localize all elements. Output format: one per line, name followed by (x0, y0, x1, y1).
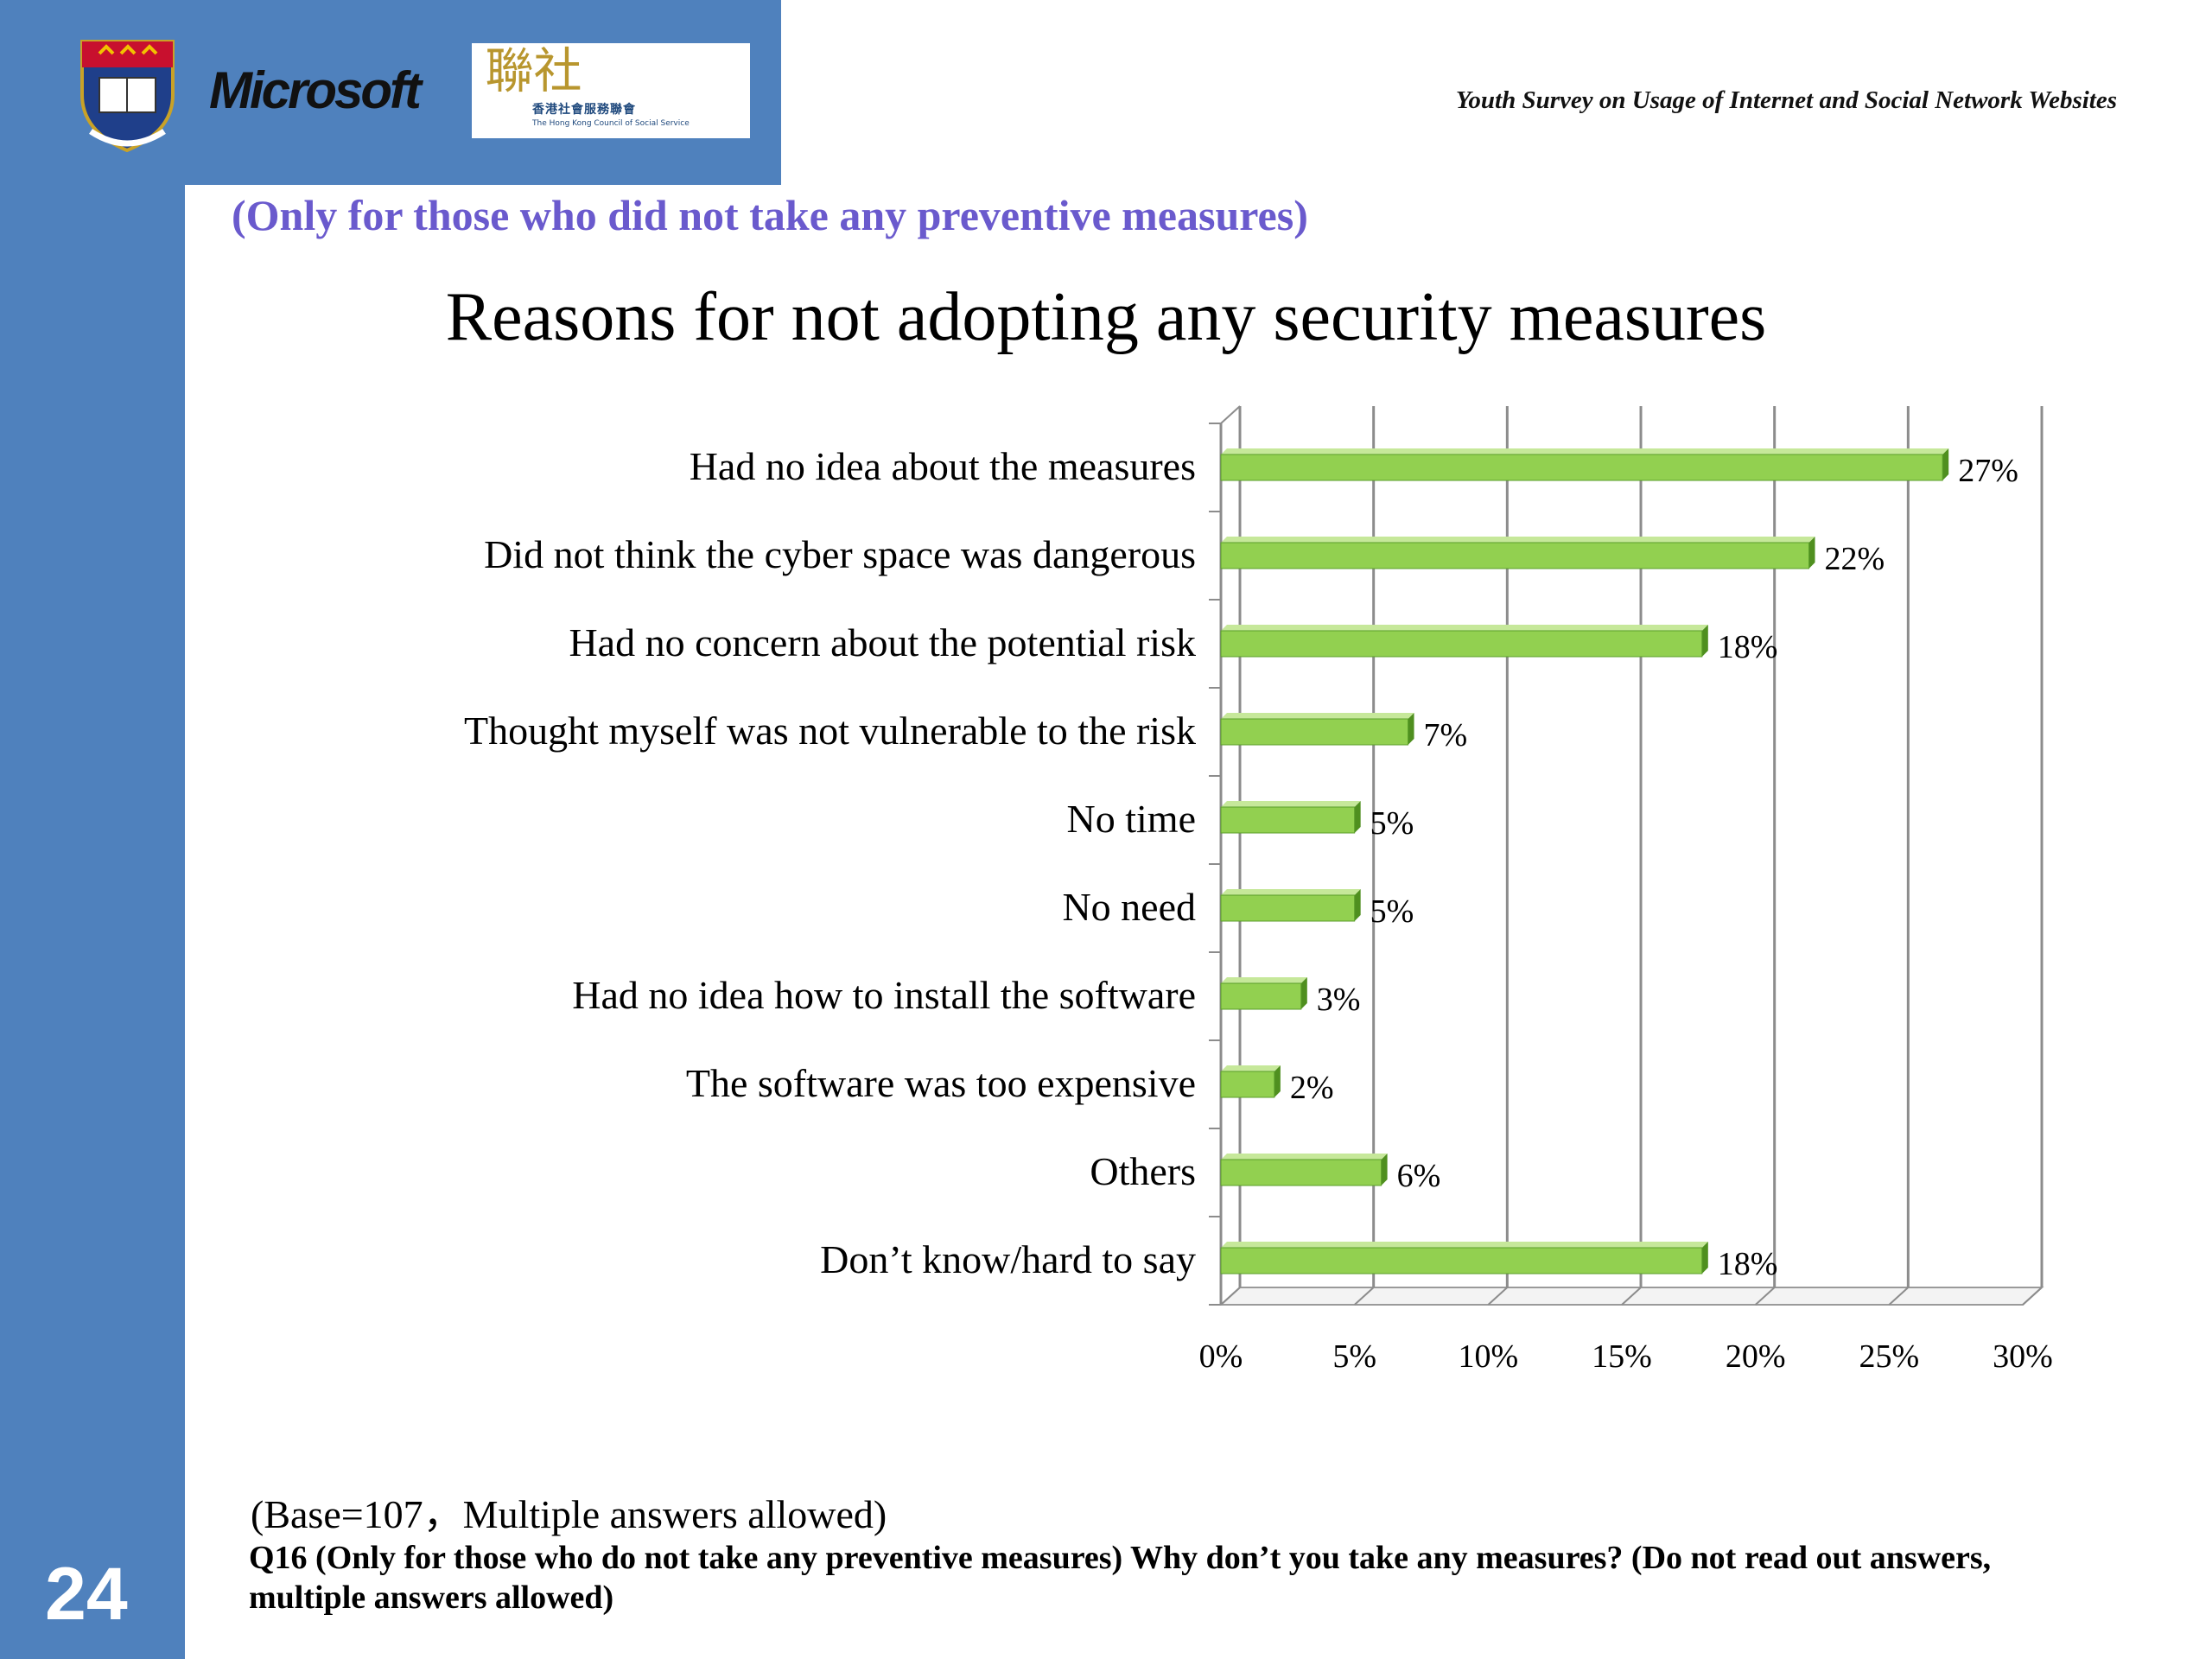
category-label: Don’t know/hard to say (820, 1237, 1196, 1281)
page-number: 24 (45, 1553, 128, 1636)
bar-side (1942, 448, 1949, 480)
bar-top (1221, 801, 1361, 807)
bar (1220, 1071, 1275, 1098)
hkcss-name-en: The Hong Kong Council of Social Service (532, 119, 690, 128)
bar (1220, 982, 1302, 1010)
category-label: Had no idea how to install the software (572, 973, 1196, 1017)
bar-side (1354, 801, 1361, 833)
sidebar-band (0, 0, 185, 1659)
bar-value-label: 6% (1397, 1158, 1441, 1194)
floor-grid-segment (1220, 1287, 1241, 1306)
category-label: The software was too expensive (686, 1061, 1196, 1105)
hkcss-name-zh: 香港社會服務聯會 (532, 103, 636, 117)
bar-side (1808, 537, 1815, 569)
chart-title: Reasons for not adopting any security me… (445, 279, 1767, 355)
bar-value-label: 18% (1718, 629, 1778, 665)
bar-value-label: 5% (1370, 805, 1414, 842)
bar-value-label: 3% (1317, 982, 1361, 1018)
bar-value-label: 2% (1290, 1070, 1334, 1106)
bar-top (1221, 1242, 1708, 1248)
hkcss-glyph: 社聯 (477, 45, 582, 93)
category-label: Thought myself was not vulnerable to the… (464, 709, 1196, 753)
x-tick-label: 15% (1592, 1338, 1652, 1375)
category-label: No need (1062, 885, 1196, 929)
bar-value-label: 22% (1825, 541, 1885, 577)
bar (1220, 1247, 1703, 1274)
x-tick-label: 0% (1199, 1338, 1243, 1375)
floor-grid-segment (1888, 1287, 1910, 1306)
bar-side (1701, 625, 1708, 657)
bar-top (1221, 625, 1708, 631)
bar-top (1221, 977, 1307, 983)
y-axis-top-edge (1220, 405, 1241, 424)
category-label: Had no concern about the potential risk (569, 620, 1196, 664)
bar (1220, 894, 1356, 922)
x-tick-label: 5% (1332, 1338, 1376, 1375)
bar-top (1221, 448, 1949, 454)
bar-top (1221, 1154, 1388, 1160)
hku-crest-logo (80, 40, 175, 153)
base-note: (Base=107，Multiple answers allowed) (251, 1492, 887, 1536)
bar (1220, 454, 1943, 481)
content-panel (185, 185, 2212, 1659)
hkcss-logo: 社聯 香港社會服務聯會 The Hong Kong Council of Soc… (472, 43, 750, 138)
bar-top (1221, 889, 1361, 895)
floor-grid-segment (1487, 1287, 1509, 1306)
bar-value-label: 18% (1718, 1246, 1778, 1282)
bar-side (1300, 977, 1307, 1009)
bar (1220, 630, 1703, 658)
bar-value-label: 27% (1958, 453, 2018, 489)
question-note: Q16 (Only for those who do not take any … (249, 1540, 1992, 1616)
survey-title: Youth Survey on Usage of Internet and So… (1455, 86, 2117, 114)
bar-value-label: 7% (1424, 717, 1468, 753)
category-label: Had no idea about the measures (690, 444, 1196, 488)
category-label: No time (1067, 797, 1196, 841)
bar-side (1381, 1154, 1388, 1185)
bar (1220, 1159, 1382, 1186)
floor-grid-segment (2022, 1287, 2043, 1306)
x-tick-label: 10% (1459, 1338, 1519, 1375)
filter-note: (Only for those who did not take any pre… (232, 191, 1308, 239)
bar-side (1701, 1242, 1708, 1274)
bar-top (1221, 713, 1414, 719)
category-label: Did not think the cyber space was danger… (484, 532, 1196, 576)
bar-side (1354, 889, 1361, 921)
category-label: Others (1090, 1149, 1196, 1193)
x-tick-label: 25% (1859, 1338, 1920, 1375)
floor-grid-segment (1621, 1287, 1642, 1306)
bar-value-label: 5% (1370, 893, 1414, 930)
floor-grid-segment (1754, 1287, 1776, 1306)
bar (1220, 718, 1409, 746)
bar-side (1408, 713, 1414, 745)
floor-grid-segment (1353, 1287, 1375, 1306)
bar (1220, 542, 1810, 569)
x-tick-label: 20% (1726, 1338, 1786, 1375)
bar-top (1221, 1065, 1281, 1071)
bar-side (1274, 1065, 1281, 1097)
bar-top (1221, 537, 1815, 543)
x-tick-label: 30% (1993, 1338, 2053, 1375)
bar (1220, 806, 1356, 834)
microsoft-logo: Microsoft (209, 61, 422, 119)
